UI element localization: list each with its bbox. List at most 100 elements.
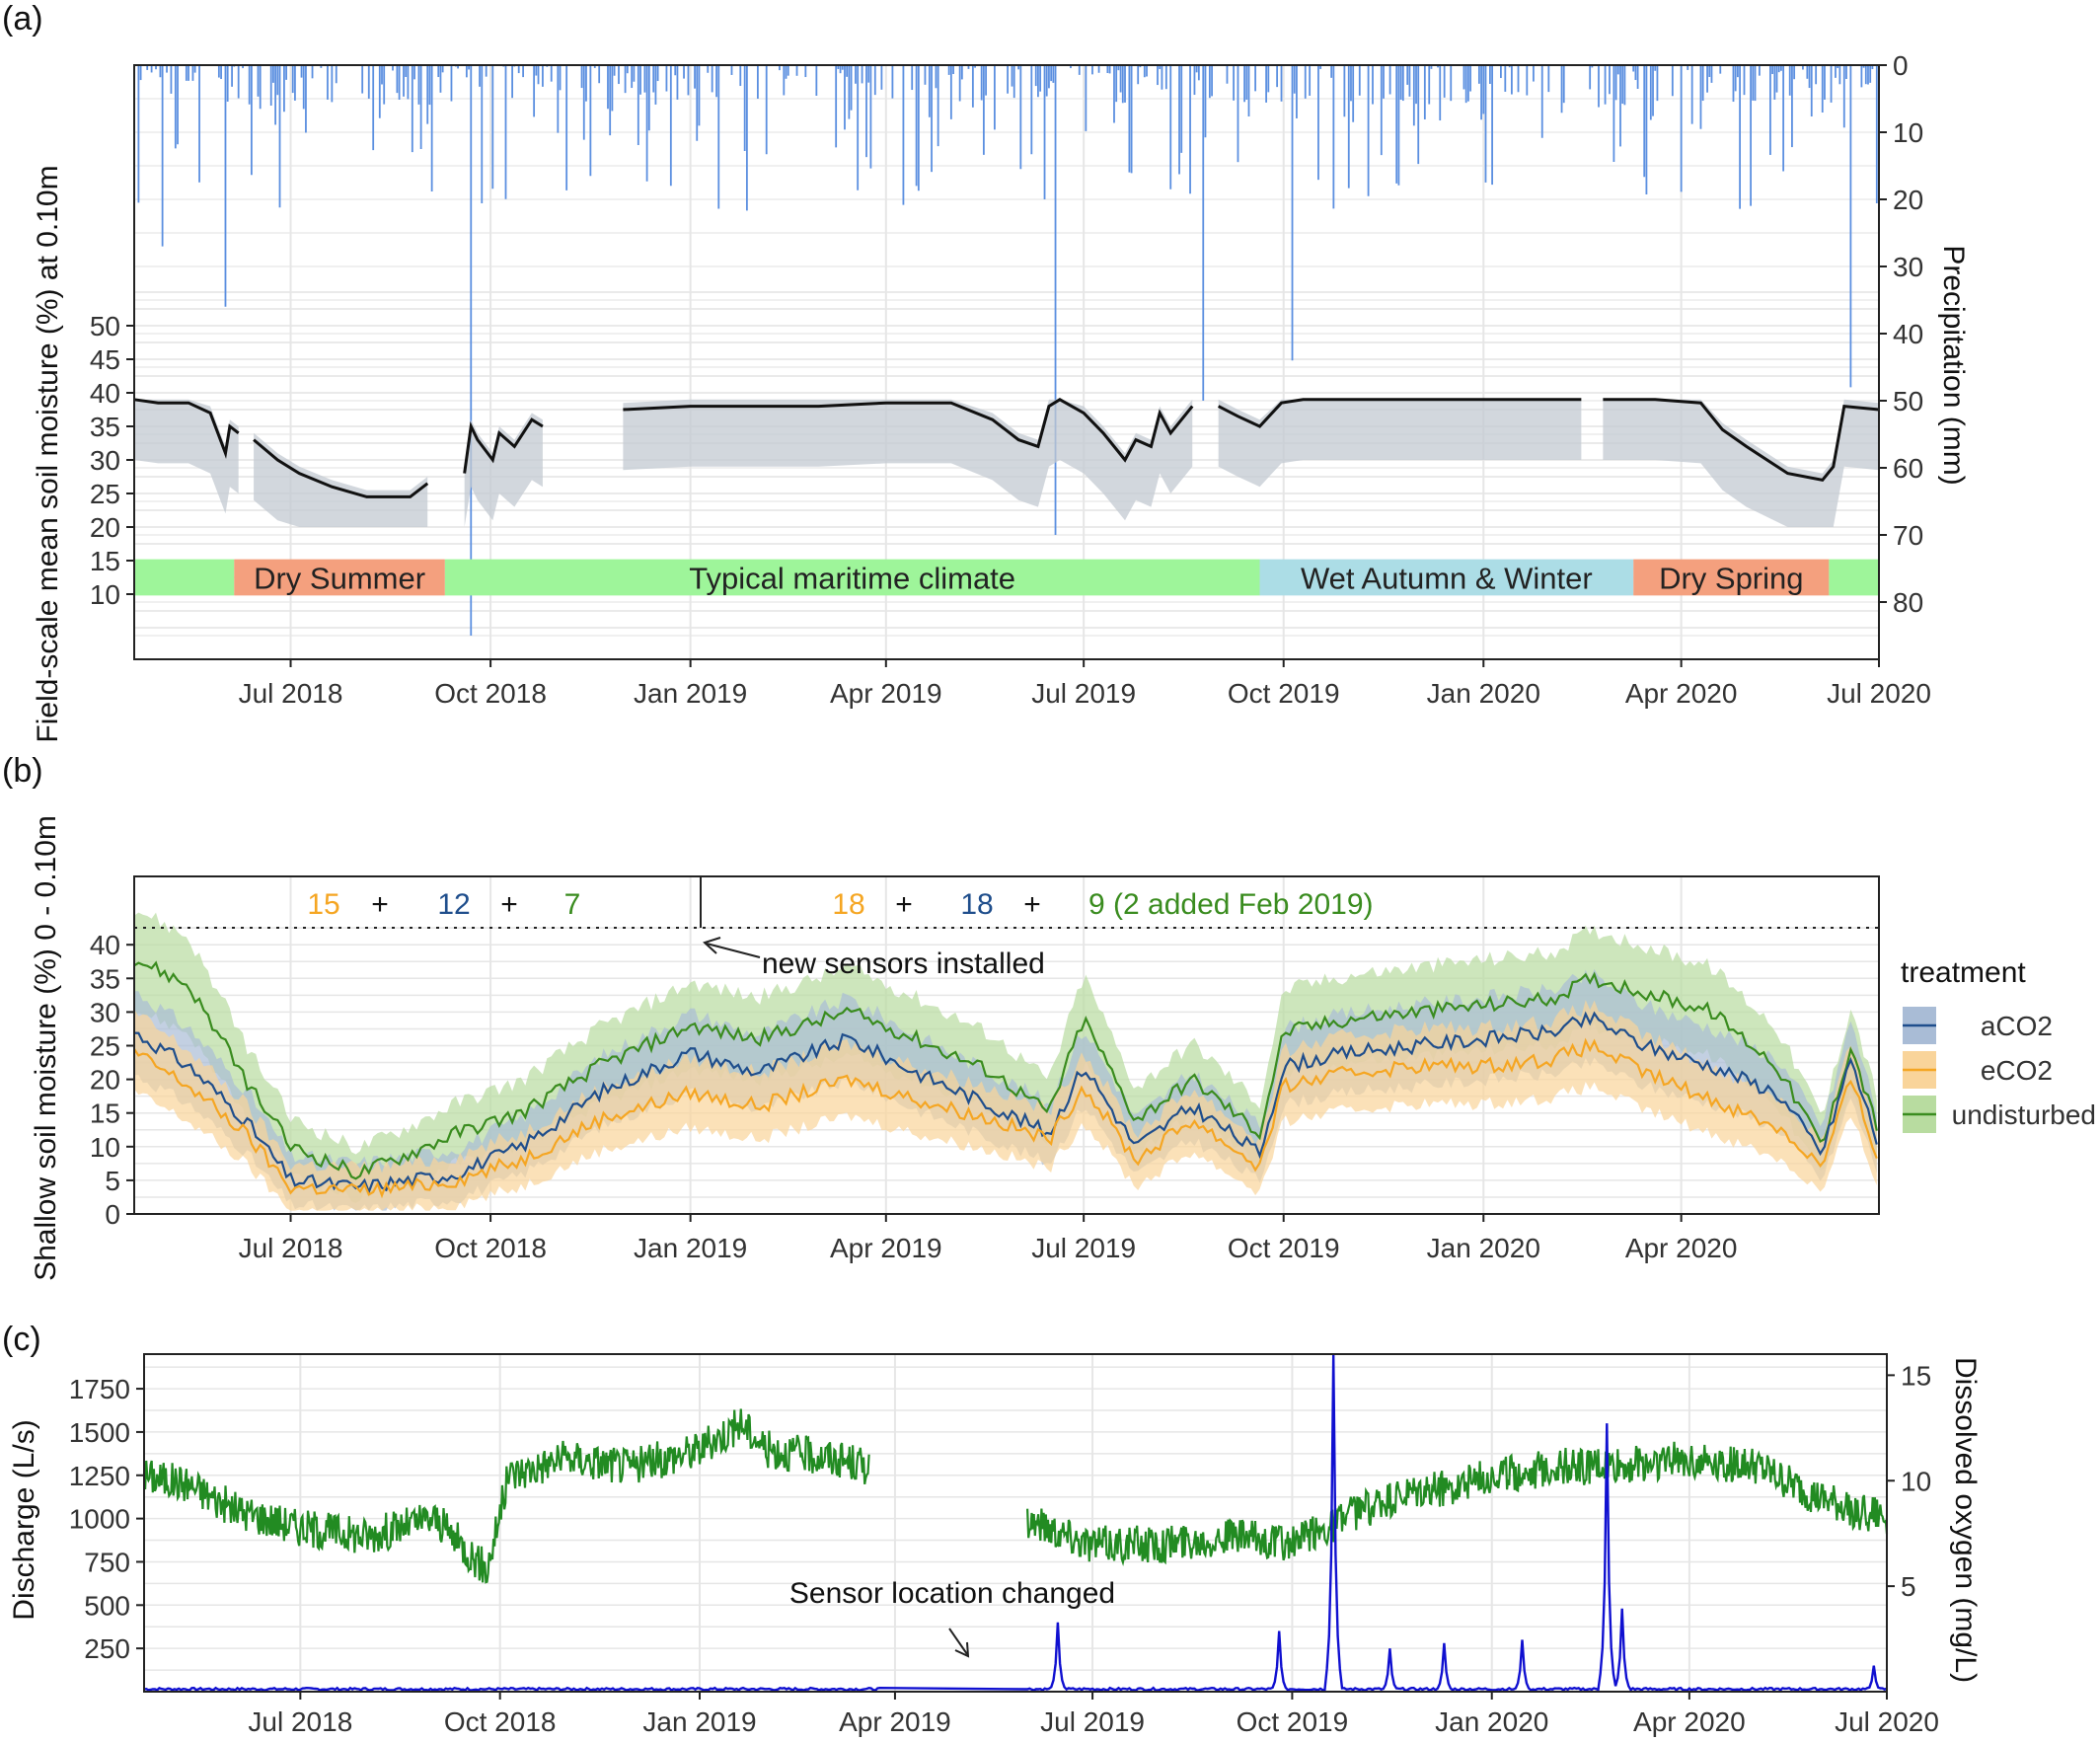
- y-tick-label: 30: [90, 997, 120, 1027]
- x-tick-label: Jan 2019: [634, 1233, 747, 1263]
- y2-tick-label: 0: [1893, 50, 1909, 81]
- season-bar: [1829, 559, 1879, 596]
- panel-c-y2-axis: 5 10 15: [1887, 1360, 1931, 1602]
- y-tick-label: 1750: [69, 1374, 130, 1404]
- panel-c-y2label: Dissolved oxygen (mg/L): [1949, 1357, 1982, 1683]
- y2-tick-label: 40: [1893, 319, 1923, 349]
- legend-label-aco2: aCO2: [1981, 1011, 2053, 1041]
- x-tick-label: Jul 2019: [1031, 1233, 1136, 1263]
- count-plus: +: [1023, 888, 1041, 921]
- x-tick-label: Jan 2020: [1427, 1233, 1540, 1263]
- band-eCO2: [134, 1000, 1877, 1211]
- y2-tick-label: 10: [1901, 1466, 1931, 1496]
- legend-title: treatment: [1901, 956, 2026, 989]
- panel-a-frame: [133, 64, 1880, 660]
- y-tick-label: 25: [90, 479, 120, 509]
- y-tick-label: 20: [90, 1065, 120, 1096]
- y-tick-label: 10: [90, 579, 120, 610]
- x-tick-label: Oct 2018: [434, 1233, 547, 1263]
- y-tick-label: 35: [90, 412, 120, 442]
- mean-line-segment: [623, 398, 1194, 463]
- season-bar: [134, 559, 235, 596]
- x-tick-label: Oct 2019: [1228, 678, 1340, 709]
- discharge-line: [143, 1353, 1888, 1693]
- treatment-bands: [134, 912, 1877, 1211]
- panel-a-y2-axis: 0 10 20 30 40 50 60 70 80: [1879, 50, 1923, 618]
- y-tick-label: 15: [90, 546, 120, 576]
- panel-c-grid: [144, 1354, 1888, 1692]
- x-tick-label: Oct 2018: [444, 1706, 557, 1737]
- count-plus: +: [500, 888, 518, 921]
- count-plus: +: [895, 888, 913, 921]
- sensor-location-arrow-head: [954, 1641, 970, 1658]
- season-bar: [444, 559, 1260, 596]
- mean-line-segment: [133, 398, 240, 459]
- y2-tick-label: 15: [1901, 1360, 1931, 1391]
- season-label: Dry Summer: [254, 562, 425, 596]
- y-tick-label: 1250: [69, 1461, 130, 1491]
- x-tick-label: Jul 2020: [1827, 678, 1931, 709]
- x-tick-label: Apr 2020: [1625, 678, 1738, 709]
- y2-tick-label: 80: [1893, 587, 1923, 618]
- panel-a-ylabel: Field-scale mean soil moisture (%) at 0.…: [32, 165, 64, 742]
- y-tick-label: 250: [84, 1633, 130, 1664]
- y-tick-label: 25: [90, 1031, 120, 1062]
- count-before-aco2: 12: [437, 888, 470, 921]
- x-tick-label: Jul 2020: [1835, 1706, 1939, 1737]
- panel-b: (b) 15 + 12 + 7 18 + 18 + 9 (2 added Feb…: [2, 752, 2096, 1281]
- panel-c: (c) Sensor location changed 250 500 750 100…: [2, 1321, 1982, 1737]
- mean-line-segment: [1603, 398, 1880, 483]
- range-band: [464, 413, 543, 527]
- range-band: [134, 399, 239, 514]
- y-tick-label: 40: [90, 378, 120, 409]
- line-eCO2: [133, 1037, 1878, 1199]
- soil-moisture-range-band: [134, 399, 1879, 527]
- mean-line-segment: [253, 438, 429, 498]
- x-tick-label: Apr 2020: [1633, 1706, 1746, 1737]
- y-tick-label: 0: [105, 1199, 120, 1230]
- x-tick-label: Jul 2018: [239, 1233, 343, 1263]
- oxygen-segment: [1026, 1441, 1889, 1566]
- panel-c-ylabel: Discharge (L/s): [8, 1419, 40, 1620]
- y-tick-label: 20: [90, 512, 120, 543]
- y2-tick-label: 50: [1893, 386, 1923, 417]
- dissolved-oxygen-line: [142, 1408, 1889, 1584]
- count-after-aco2: 18: [960, 888, 993, 921]
- x-tick-label: Oct 2019: [1237, 1706, 1349, 1737]
- y2-tick-label: 30: [1893, 252, 1923, 282]
- sensor-location-arrow-line: [948, 1628, 968, 1655]
- panel-b-ylabel: Shallow soil moisture (%) 0 - 0.10m: [30, 815, 62, 1281]
- x-tick-label: Jul 2019: [1040, 1706, 1145, 1737]
- mean-soil-moisture-line: [133, 398, 1880, 498]
- y-tick-label: 30: [90, 445, 120, 476]
- y-tick-label: 40: [90, 930, 120, 960]
- x-tick-label: Jan 2019: [642, 1706, 756, 1737]
- y-tick-label: 50: [90, 311, 120, 341]
- mean-line-segment: [1217, 398, 1582, 428]
- x-tick-label: Jul 2018: [239, 678, 343, 709]
- x-tick-label: Jul 2018: [248, 1706, 352, 1737]
- sensor-location-annotation: Sensor location changed: [789, 1577, 1115, 1610]
- mean-line-segment: [463, 417, 544, 474]
- x-tick-label: Oct 2018: [434, 678, 547, 709]
- band-undisturbed: [134, 912, 1877, 1204]
- legend-label-eco2: eCO2: [1981, 1055, 2053, 1086]
- y-tick-label: 15: [90, 1098, 120, 1129]
- line-undisturbed: [133, 960, 1878, 1180]
- new-sensors-annotation: new sensors installed: [762, 947, 1045, 980]
- panel-a-y2label: Precipitation (mm): [1937, 245, 1970, 485]
- legend-label-undisturbed: undisturbed: [1952, 1099, 2096, 1130]
- panel-b-x-axis: Jul 2018 Oct 2018 Jan 2019 Apr 2019 Jul 2019…: [239, 1214, 1737, 1263]
- y-tick-label: 500: [84, 1590, 130, 1621]
- line-aCO2: [133, 1011, 1878, 1195]
- season-label: Wet Autumn & Winter: [1301, 562, 1593, 596]
- count-after-eco2: 18: [832, 888, 864, 921]
- panel-tag-c: (c): [2, 1321, 41, 1358]
- season-label: Dry Spring: [1659, 562, 1803, 596]
- season-bar: [1259, 559, 1634, 596]
- x-tick-label: Oct 2019: [1228, 1233, 1340, 1263]
- count-after-undisturbed: 9 (2 added Feb 2019): [1088, 888, 1374, 921]
